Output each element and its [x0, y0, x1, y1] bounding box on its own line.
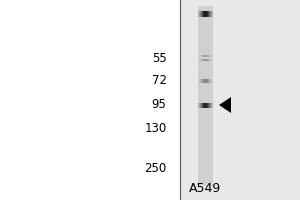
Bar: [198, 6, 213, 186]
Text: 55: 55: [152, 52, 167, 66]
Polygon shape: [219, 97, 231, 113]
Text: 130: 130: [144, 122, 166, 136]
Bar: [180, 0, 300, 200]
Text: 95: 95: [152, 98, 166, 112]
Text: 72: 72: [152, 74, 166, 88]
Text: A549: A549: [189, 182, 222, 196]
Text: 250: 250: [144, 162, 166, 176]
